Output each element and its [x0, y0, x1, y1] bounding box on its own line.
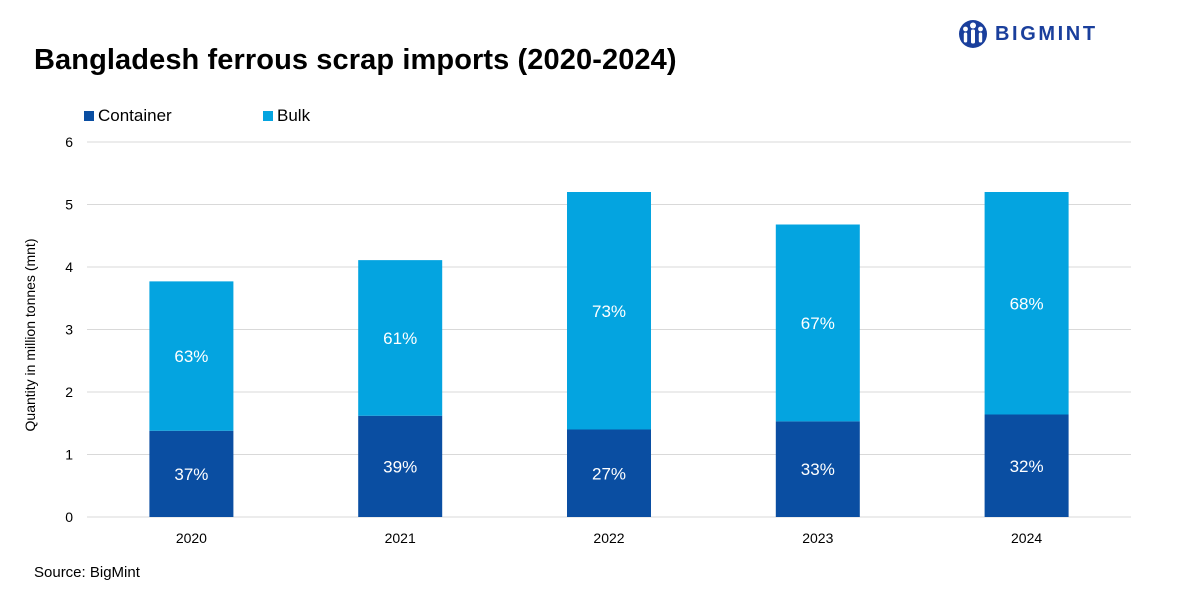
x-tick-label: 2020 — [176, 530, 207, 546]
source-note: Source: BigMint — [34, 564, 140, 581]
data-label-bulk-2020: 63% — [174, 347, 208, 366]
data-label-container-2022: 27% — [592, 464, 626, 483]
bar-segment-bulk-2021 — [358, 260, 443, 416]
data-label-container-2023: 33% — [801, 460, 835, 479]
data-label-bulk-2022: 73% — [592, 302, 626, 321]
legend-swatch-container — [84, 111, 94, 121]
legend-label-container: Container — [98, 106, 172, 125]
brand-name: BIGMINT — [995, 22, 1098, 45]
y-tick-label: 1 — [65, 447, 73, 463]
bar-segment-bulk-2023 — [775, 224, 860, 422]
bar-segment-bulk-2020 — [149, 281, 234, 431]
legend-swatch-bulk — [263, 111, 273, 121]
y-tick-label: 4 — [65, 259, 73, 275]
bar-segment-container-2024 — [984, 414, 1069, 517]
data-label-container-2020: 37% — [174, 465, 208, 484]
chart-title: Bangladesh ferrous scrap imports (2020-2… — [34, 44, 677, 76]
data-label-bulk-2024: 68% — [1010, 294, 1044, 313]
bar-segment-container-2020 — [149, 430, 234, 517]
data-label-bulk-2023: 67% — [801, 314, 835, 333]
x-tick-label: 2022 — [593, 530, 624, 546]
y-tick-label: 0 — [65, 509, 73, 525]
x-tick-label: 2021 — [385, 530, 416, 546]
y-tick-label: 6 — [65, 134, 73, 150]
bar-segment-container-2022 — [567, 429, 651, 517]
x-tick-label: 2023 — [802, 530, 833, 546]
legend-label-bulk: Bulk — [277, 106, 311, 125]
x-tick-label: 2024 — [1011, 530, 1042, 546]
y-tick-label: 5 — [65, 197, 73, 213]
y-tick-label: 2 — [65, 384, 73, 400]
data-label-container-2021: 39% — [383, 457, 417, 476]
legend-item-container: Container — [84, 106, 172, 126]
bar-segment-container-2023 — [775, 421, 860, 517]
bigmint-logo-icon — [959, 20, 987, 48]
bars: 37% 63% 39% 61% 27% 73% 33% 67% 32% 68% — [149, 192, 1069, 517]
data-label-bulk-2021: 61% — [383, 329, 417, 348]
x-axis-ticks: 2020 2021 2022 2023 2024 — [176, 530, 1043, 546]
bar-segment-container-2021 — [358, 415, 443, 517]
bar-segment-bulk-2022 — [567, 192, 651, 430]
bar-segment-bulk-2024 — [984, 192, 1069, 415]
legend-item-bulk: Bulk — [263, 106, 310, 126]
brand-logo: BIGMINT — [958, 16, 1098, 52]
data-label-container-2024: 32% — [1010, 457, 1044, 476]
y-tick-label: 3 — [65, 322, 73, 338]
y-axis-label: Quantity in million tonnes (mnt) — [22, 239, 38, 432]
y-axis-ticks: 0 1 2 3 4 5 6 — [65, 134, 73, 525]
